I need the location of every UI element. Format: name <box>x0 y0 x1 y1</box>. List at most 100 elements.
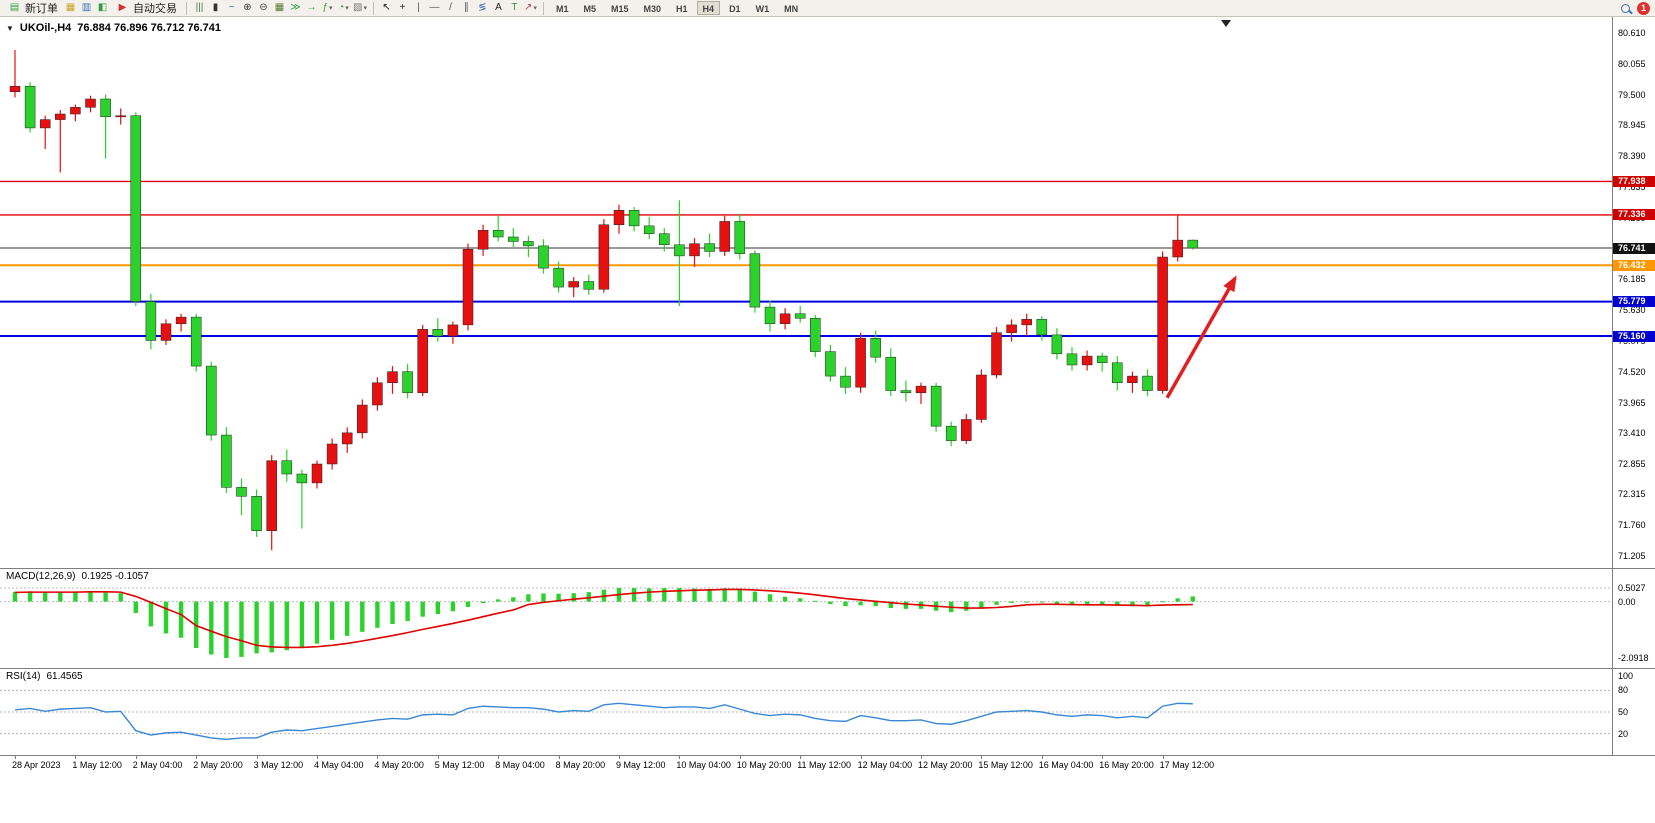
timeframe-m1[interactable]: M1 <box>555 4 569 14</box>
rsi-line <box>14 702 1193 741</box>
periods-icon[interactable]: ◔ ▾ <box>338 2 349 13</box>
macd-chart[interactable] <box>0 568 1612 668</box>
candle-body <box>1187 239 1199 249</box>
search-icon[interactable] <box>1618 1 1633 16</box>
tile-windows-icon[interactable]: ▦ <box>274 2 285 13</box>
fibonacci-icon[interactable]: ≶ <box>478 2 487 13</box>
timeframe-h4[interactable]: H4 <box>696 1 721 15</box>
panel-separator[interactable] <box>0 668 1655 669</box>
macd-bar <box>798 598 803 602</box>
time-axis-tick <box>619 755 620 759</box>
data-window-icon[interactable]: ▥ <box>81 2 92 13</box>
macd-bar <box>224 601 229 659</box>
macd-bar <box>58 592 63 602</box>
macd-bar <box>209 601 214 655</box>
chart-shift-icon[interactable]: → <box>306 2 317 13</box>
time-axis-tick <box>377 755 379 759</box>
rsi-panel[interactable]: RSI(14) 61.4565 <box>0 668 1612 755</box>
macd-panel[interactable]: MACD(12,26,9) 0.1925 -0.1057 <box>0 568 1612 668</box>
candle-body <box>538 245 549 269</box>
macd-bar <box>329 601 335 640</box>
auto-trading-icon: ▶ <box>118 2 127 13</box>
macd-bar <box>375 601 380 628</box>
panel-separator <box>0 755 1655 756</box>
annotation-arrow[interactable] <box>1165 275 1237 399</box>
new-order-button[interactable]: ▤ 新订单 <box>3 1 62 16</box>
time-axis-tick <box>75 755 77 759</box>
label-icon[interactable]: T <box>511 2 518 13</box>
candle-body <box>251 496 262 532</box>
timeframe-w1[interactable]: W1 <box>755 4 770 14</box>
auto-trading-button[interactable]: ▶ 自动交易 <box>111 1 181 16</box>
candle-body <box>417 329 428 394</box>
time-axis[interactable]: 28 Apr 2023 1 May 12:00 2 May 04:00 2 May 2… <box>0 755 1655 823</box>
line-chart-icon[interactable]: ~ <box>228 2 235 13</box>
indicators-icon[interactable]: ƒ ▾ <box>322 2 333 13</box>
macd-bar <box>269 601 274 653</box>
symbol-dropdown-icon[interactable]: ▼ <box>6 23 14 33</box>
time-axis-label: 2 May 04:00 <box>132 760 183 770</box>
rsi-chart[interactable] <box>0 668 1612 755</box>
price-axis[interactable]: 80.61080.05579.50078.94578.39077.83577.2… <box>1612 17 1655 755</box>
shapes-icon[interactable]: ↗ ▾ <box>524 2 537 13</box>
macd-bar <box>148 601 154 627</box>
candle-body <box>492 230 504 238</box>
candle-body <box>145 301 157 341</box>
notification-badge[interactable]: 1 <box>1637 1 1650 15</box>
time-axis-tick <box>437 755 439 759</box>
crosshair-icon[interactable]: + <box>399 2 406 13</box>
candle-body <box>1081 355 1093 366</box>
macd-bar <box>88 591 93 602</box>
candle-body <box>85 98 96 108</box>
candle-body <box>825 351 836 377</box>
macd-bar <box>692 588 697 602</box>
toolbar-separator <box>186 1 187 15</box>
macd-bar <box>511 597 516 602</box>
candle-body <box>1021 319 1032 326</box>
channel-icon[interactable]: ∥ <box>463 2 469 13</box>
timeframe-m5[interactable]: M5 <box>583 4 596 14</box>
chart-shift-marker-icon[interactable] <box>1221 20 1232 27</box>
candlestick-chart[interactable] <box>0 17 1612 568</box>
timeframe-m15[interactable]: M15 <box>611 4 629 14</box>
macd-axis-label: -2.0918 <box>1618 653 1649 664</box>
horizontal-lines[interactable] <box>0 180 1612 338</box>
trendline-icon[interactable]: / <box>449 2 452 13</box>
rsi-name: RSI(14) <box>6 671 41 682</box>
price-tag: 77.938 <box>1613 175 1655 187</box>
panel-separator[interactable] <box>0 568 1655 569</box>
time-axis-tick <box>135 755 137 759</box>
timeframe-d1[interactable]: D1 <box>729 4 741 14</box>
macd-bar <box>1130 601 1135 607</box>
time-axis-tick <box>981 755 983 759</box>
timeframe-h1[interactable]: H1 <box>676 4 688 14</box>
timeframe-m30[interactable]: M30 <box>643 4 662 14</box>
candle-body <box>1142 375 1153 391</box>
templates-icon[interactable]: ▧ ▾ <box>353 2 367 13</box>
navigator-icon[interactable]: ◧ <box>97 2 108 13</box>
text-icon[interactable]: A <box>495 2 502 13</box>
candle-body <box>206 365 217 436</box>
candle-body <box>659 233 670 246</box>
price-axis-label: 73.410 <box>1618 428 1646 439</box>
price-axis-label: 72.315 <box>1618 489 1646 500</box>
cursor-icon[interactable]: ↖ <box>382 2 391 13</box>
horizontal-line-icon[interactable]: — <box>429 2 440 13</box>
macd-bar <box>390 601 395 624</box>
vertical-line-icon[interactable]: | <box>417 2 420 13</box>
zoom-out-icon[interactable]: ⊖ <box>259 2 268 13</box>
macd-bar <box>1069 601 1075 606</box>
candle-body <box>477 230 489 250</box>
auto-scroll-icon[interactable]: ≫ <box>290 2 301 13</box>
market-watch-icon[interactable]: ▦ <box>65 2 76 13</box>
candle-body <box>1066 353 1078 366</box>
zoom-in-icon[interactable]: ⊕ <box>243 2 252 13</box>
price-axis-label: 76.185 <box>1618 273 1646 284</box>
main-chart-canvas[interactable]: ▼ UKOil-,H4 76.884 76.896 76.712 76.741 <box>0 17 1612 568</box>
chart-title: ▼ UKOil-,H4 76.884 76.896 76.712 76.741 <box>6 22 221 34</box>
timeframe-mn[interactable]: MN <box>784 4 799 14</box>
candles-group <box>9 50 1199 551</box>
bar-chart-icon[interactable]: ||| <box>195 2 204 13</box>
candle-body <box>674 244 685 257</box>
candlestick-chart-icon[interactable]: ▮ <box>212 2 219 13</box>
